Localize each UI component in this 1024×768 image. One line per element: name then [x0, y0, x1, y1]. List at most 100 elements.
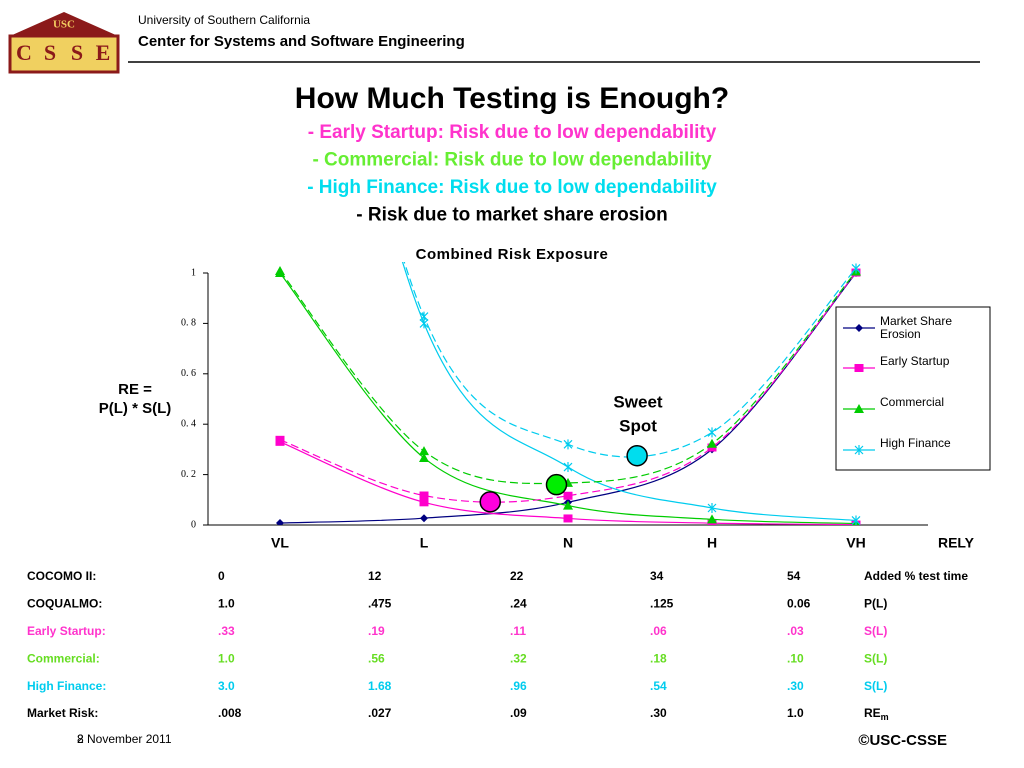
marker [707, 438, 717, 448]
marker [707, 514, 717, 524]
table-cell: 1.0 [787, 706, 804, 720]
table-cell: .475 [368, 597, 392, 611]
y-tick-label: 0. 8 [181, 318, 196, 329]
table-cell: 3.0 [218, 679, 235, 693]
table-cell: .11 [510, 624, 526, 638]
y-tick-label: 1 [191, 267, 196, 278]
logo-letter: C [16, 40, 32, 65]
table-cell: .96 [510, 679, 527, 693]
table-cell: Market Risk: [27, 706, 98, 720]
table-cell: COCOMO II: [27, 569, 96, 583]
table-cell: 12 [368, 569, 382, 583]
logo-letter: S [71, 40, 83, 65]
chart-title: Combined Risk Exposure [416, 246, 609, 263]
subtitle: - Risk due to market share erosion [356, 205, 668, 226]
y-tick-label: 0. 2 [181, 469, 196, 480]
logo: USC C S S E [8, 12, 120, 74]
slide-title: How Much Testing is Enough? [295, 82, 729, 115]
table-cell: S(L) [864, 679, 887, 693]
table-cell: 1.0 [218, 651, 235, 665]
cell-text: RE [864, 706, 881, 720]
marker [854, 445, 864, 455]
table-cell: .027 [368, 706, 392, 720]
x-tick-label: L [420, 535, 429, 551]
sweet-spot [545, 473, 568, 496]
marker [276, 518, 284, 525]
y-axis-label: P(L) * S(L) [99, 400, 172, 417]
line [279, 272, 857, 524]
subtitle: - Commercial: Risk due to low dependabil… [312, 150, 711, 171]
copyright: ©USC-CSSE [858, 732, 947, 749]
subtitle: - High Finance: Risk due to low dependab… [307, 177, 717, 198]
subtitle: - Early Startup: Risk due to low dependa… [308, 122, 717, 143]
x-tick-label: H [707, 535, 717, 551]
legend-entry: Commercial [880, 396, 945, 409]
line [279, 272, 857, 525]
x-axis-label: RELY [938, 535, 975, 551]
x-tick-label: N [563, 535, 573, 551]
table-cell: REm [864, 706, 889, 722]
table-cell: .56 [368, 651, 385, 665]
marker [563, 514, 573, 523]
annotation: Spot [619, 416, 657, 435]
marker [854, 364, 864, 372]
marker [420, 514, 428, 523]
combined-line [403, 262, 857, 458]
table-cell: 1.0 [218, 597, 235, 611]
date: 2 November 2011 [77, 732, 172, 746]
logo-letter: S [44, 40, 56, 65]
logo-letter: E [96, 40, 111, 65]
sweet-spot [626, 444, 648, 467]
table-cell: .10 [787, 651, 804, 665]
marker [563, 439, 573, 450]
logo-usc: USC [53, 19, 75, 31]
table-cell: 54 [787, 569, 801, 583]
marker [854, 404, 864, 413]
marker [563, 491, 573, 500]
table-cell: .30 [650, 706, 667, 720]
table-cell: .125 [650, 597, 674, 611]
marker [855, 324, 863, 332]
marker [563, 462, 573, 473]
table-cell: .54 [650, 679, 667, 693]
legend-label: High Finance [880, 437, 951, 450]
legend-entry: Early Startup [880, 355, 950, 368]
table-cell: S(L) [864, 624, 887, 638]
table-cell: .19 [368, 624, 385, 638]
page-number: 8 [77, 732, 84, 746]
cell-subscript: m [881, 712, 889, 722]
table-cell: S(L) [864, 651, 887, 665]
table-cell: .06 [650, 624, 667, 638]
y-tick-label: 0. 4 [181, 418, 196, 429]
marker [419, 311, 429, 322]
table-cell: 34 [650, 569, 664, 583]
marker [275, 435, 285, 444]
table-cell: .33 [218, 624, 235, 638]
marker [851, 515, 861, 525]
legend-label: Market Share Erosion [880, 315, 953, 341]
table-cell: P(L) [864, 597, 887, 611]
legend [835, 306, 991, 471]
logo-roof [10, 12, 118, 36]
table-cell: Commercial: [27, 651, 100, 665]
legend-label: Early Startup [880, 355, 950, 368]
table-cell: Added % test time [864, 569, 968, 583]
annotation: Sweet [613, 392, 662, 411]
legend-label: Commercial [880, 396, 945, 409]
legend-entry: High Finance [880, 437, 951, 450]
table-cell: High Finance: [27, 679, 106, 693]
table-cell: 0 [218, 569, 225, 583]
plot-area [275, 262, 861, 525]
table-cell: .09 [510, 706, 527, 720]
table-cell: COQUALMO: [27, 597, 102, 611]
marker [419, 498, 429, 507]
marker [563, 500, 573, 510]
university: University of Southern California [138, 13, 310, 27]
sweet-spot [479, 491, 501, 513]
combined-line [279, 272, 857, 503]
y-axis-label: RE = [118, 381, 152, 398]
marker [851, 263, 861, 274]
table-cell: .03 [787, 624, 804, 638]
table-cell: .18 [650, 651, 667, 665]
